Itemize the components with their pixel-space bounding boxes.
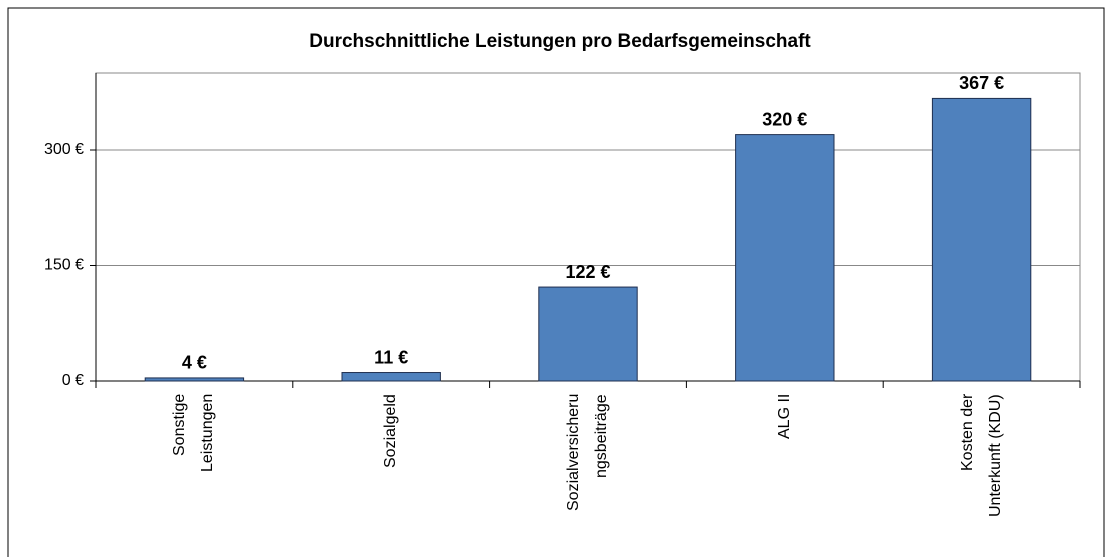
x-tick-label: Kosten der Unterkunft (KDU) (958, 394, 1004, 517)
x-tick-label: Sozialgeld (382, 394, 400, 468)
value-label: 122 € (565, 262, 610, 282)
x-tick-label: Sonstige Leistungen (171, 394, 217, 473)
value-label: 320 € (762, 109, 807, 129)
y-tick-label: 150 € (44, 257, 84, 274)
x-tick-label: ALG II (775, 394, 793, 440)
chart-title: Durchschnittliche Leistungen pro Bedarfs… (309, 31, 811, 52)
bar (144, 377, 245, 382)
y-tick-label: 0 € (62, 372, 84, 389)
y-tick-label: 300 € (44, 141, 84, 158)
bar (341, 372, 441, 382)
value-label: 11 € (374, 347, 408, 367)
bar (538, 286, 638, 382)
value-label: 367 € (959, 73, 1004, 93)
bar (735, 134, 835, 382)
bar (931, 97, 1032, 382)
value-label: 4 € (182, 353, 207, 373)
x-tick-label: Sozialversicheru ngsbeiträge (565, 394, 610, 512)
